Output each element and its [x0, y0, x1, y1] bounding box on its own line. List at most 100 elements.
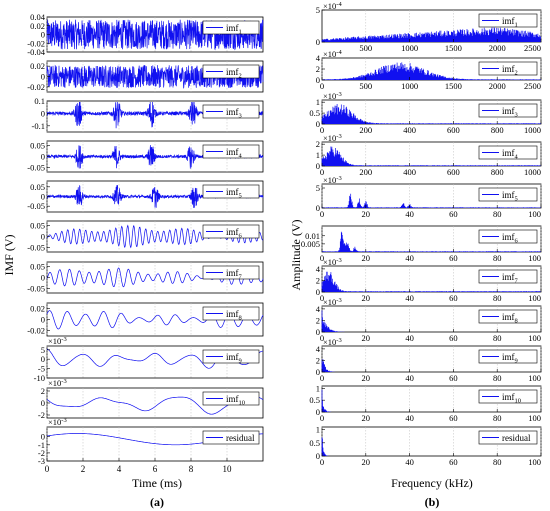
freq-xtick-label-10-5: 100	[528, 413, 541, 423]
freq-ytick-label-10-1: 0.5	[309, 395, 320, 405]
time-ytick-label-11-3: -3	[38, 456, 45, 466]
freq-ytick-label-2-1: 2	[316, 64, 320, 74]
time-subplot-1: 0.040.020-0.02-0.04 imf1	[27, 12, 264, 57]
time-ytick-label-9-3: -10	[34, 373, 45, 383]
freq-xtick-label-7-5: 100	[528, 293, 541, 303]
time-legend-3: imf3	[202, 104, 260, 120]
freq-xtick-label-4-2: 400	[403, 167, 416, 177]
freq-ytick-label-7-2: 0	[316, 287, 320, 297]
time-legend-label-2: imf2	[226, 67, 242, 80]
freq-legend-label-7: imf7	[502, 272, 519, 285]
time-ytick-label-2-2: -0.02	[27, 82, 45, 92]
freq-legend-9: imf9	[478, 349, 538, 365]
time-ytick-label-1-4: -0.04	[27, 47, 45, 57]
freq-legend-box-3	[478, 103, 538, 118]
freq-ytick-label-3-0: 1	[316, 97, 320, 107]
time-ytick-label-3-2: -0.1	[32, 121, 45, 131]
freq-legend-label-2: imf2	[502, 64, 518, 77]
freq-xtick-label-10-0: 0	[320, 413, 324, 423]
time-legend-label-3: imf3	[226, 107, 242, 120]
time-ytick-label-11-0: 0	[41, 432, 45, 442]
freq-legend-11: residual	[478, 430, 538, 445]
freq-ytick-label-2-2: 0	[316, 75, 320, 85]
freq-exponent-9: ×10-3	[323, 337, 342, 347]
time-ytick-label-4-2: -0.05	[27, 163, 45, 173]
time-legend-11: residual	[202, 430, 260, 445]
freq-ytick-label-8-1: 2	[316, 315, 320, 325]
freq-legend-2: imf2	[478, 61, 538, 77]
time-legend-2: imf2	[202, 64, 260, 80]
freq-legend-10: imf10	[478, 389, 538, 405]
time-ytick-label-1-1: 0.02	[30, 21, 45, 31]
freq-xtick-label-2-2: 1000	[401, 81, 418, 91]
time-subplot-9: 50-5-10 ×10-3 imf9	[34, 336, 264, 383]
freq-legend-6: imf6	[478, 229, 538, 245]
freq-xtick-label-2-0: 0	[320, 81, 324, 91]
freq-ytick-label-3-1: 0.5	[309, 108, 320, 118]
freq-legend-8: imf8	[478, 309, 538, 325]
time-ytick-label-9-1: 0	[41, 354, 45, 364]
time-xtick-label-0: 0	[45, 464, 50, 474]
freq-xtick-label-2-3: 1500	[445, 81, 462, 91]
freq-xtick-label-4-5: 1000	[524, 167, 541, 177]
time-subplot-3: 0.1 0 -0.1 imf3	[32, 96, 264, 133]
left-panel-imf-time: 0.040.020-0.02-0.04imf10.020-0.02imf20.1…	[27, 12, 264, 474]
time-series-line-6	[46, 224, 264, 249]
time-ytick-label-7-2: -0.05	[27, 284, 45, 294]
time-ytick-label-8-0: 0.02	[30, 304, 45, 314]
time-ytick-label-3-1: 0	[41, 108, 45, 118]
freq-legend-label-8: imf8	[502, 312, 518, 325]
freq-xtick-label-4-1: 200	[359, 167, 372, 177]
freq-exponent-2: ×10-4	[323, 49, 342, 59]
time-ytick-label-7-0: 0.05	[30, 261, 45, 271]
time-ytick-label-10-2: -2	[38, 410, 45, 420]
time-legend-label-11: residual	[226, 433, 255, 443]
time-legend-5: imf5	[202, 184, 260, 200]
time-exponent-10: ×10-3	[48, 378, 67, 388]
freq-subplot-1: 5 0 500 1000 1500 2000 2500 ×10-4 imf1	[316, 1, 542, 53]
freq-legend-label-9: imf9	[502, 352, 518, 365]
freq-ytick-label-2-0: 4	[316, 53, 321, 63]
time-xtick-label-5: 10	[223, 464, 233, 474]
time-series-line-10	[46, 395, 264, 415]
time-ytick-label-5-0: 0.05	[30, 182, 45, 192]
freq-xtick-label-3-1: 200	[359, 125, 372, 135]
freq-xtick-label-1-1: 1000	[401, 43, 418, 53]
time-legend-9: imf9	[202, 349, 260, 365]
freq-xtick-label-8-1: 20	[362, 333, 371, 343]
freq-legend-box-4	[478, 145, 538, 160]
freq-xtick-label-3-3: 600	[447, 125, 460, 135]
freq-xtick-label-9-1: 20	[362, 373, 371, 383]
freq-ytick-label-4-0: 2	[316, 139, 320, 149]
freq-xtick-label-9-2: 40	[405, 373, 414, 383]
time-ytick-label-4-1: 0	[41, 152, 45, 162]
freq-xtick-label-11-3: 60	[449, 457, 458, 467]
freq-xtick-label-5-5: 100	[528, 209, 541, 219]
time-subplot-10: 2 0 -2 ×10-3 imf10	[38, 378, 264, 420]
freq-series-line-1	[321, 27, 541, 42]
time-subplot-2: 0.020-0.02 imf2	[27, 60, 264, 93]
freq-xtick-label-5-4: 80	[493, 209, 502, 219]
freq-legend-box-6	[478, 229, 538, 244]
time-legend-box-6	[202, 224, 260, 239]
freq-xtick-label-10-3: 60	[449, 413, 458, 423]
freq-xtick-label-1-0: 500	[359, 43, 372, 53]
freq-xtick-label-6-4: 80	[493, 253, 502, 263]
left-panel-label: (a)	[150, 495, 164, 509]
freq-subplot-5: 5 00 20 40 60 80 100 ×10-3 imf5	[316, 175, 542, 219]
time-legend-4: imf4	[202, 144, 260, 160]
time-ytick-label-8-2: -0.02	[27, 326, 45, 336]
time-ytick-label-10-0: 2	[41, 386, 45, 396]
freq-xtick-label-6-0: 0	[320, 253, 324, 263]
time-legend-box-4	[202, 144, 260, 159]
time-ytick-label-1-0: 0.04	[30, 12, 46, 22]
freq-series-line-9	[321, 359, 336, 372]
freq-series-line-7	[321, 271, 541, 292]
time-legend-box-7	[202, 265, 260, 280]
freq-legend-box-1	[478, 13, 538, 28]
time-exponent-9: ×10-3	[48, 336, 67, 346]
time-legend-label-1: imf1	[226, 23, 242, 36]
